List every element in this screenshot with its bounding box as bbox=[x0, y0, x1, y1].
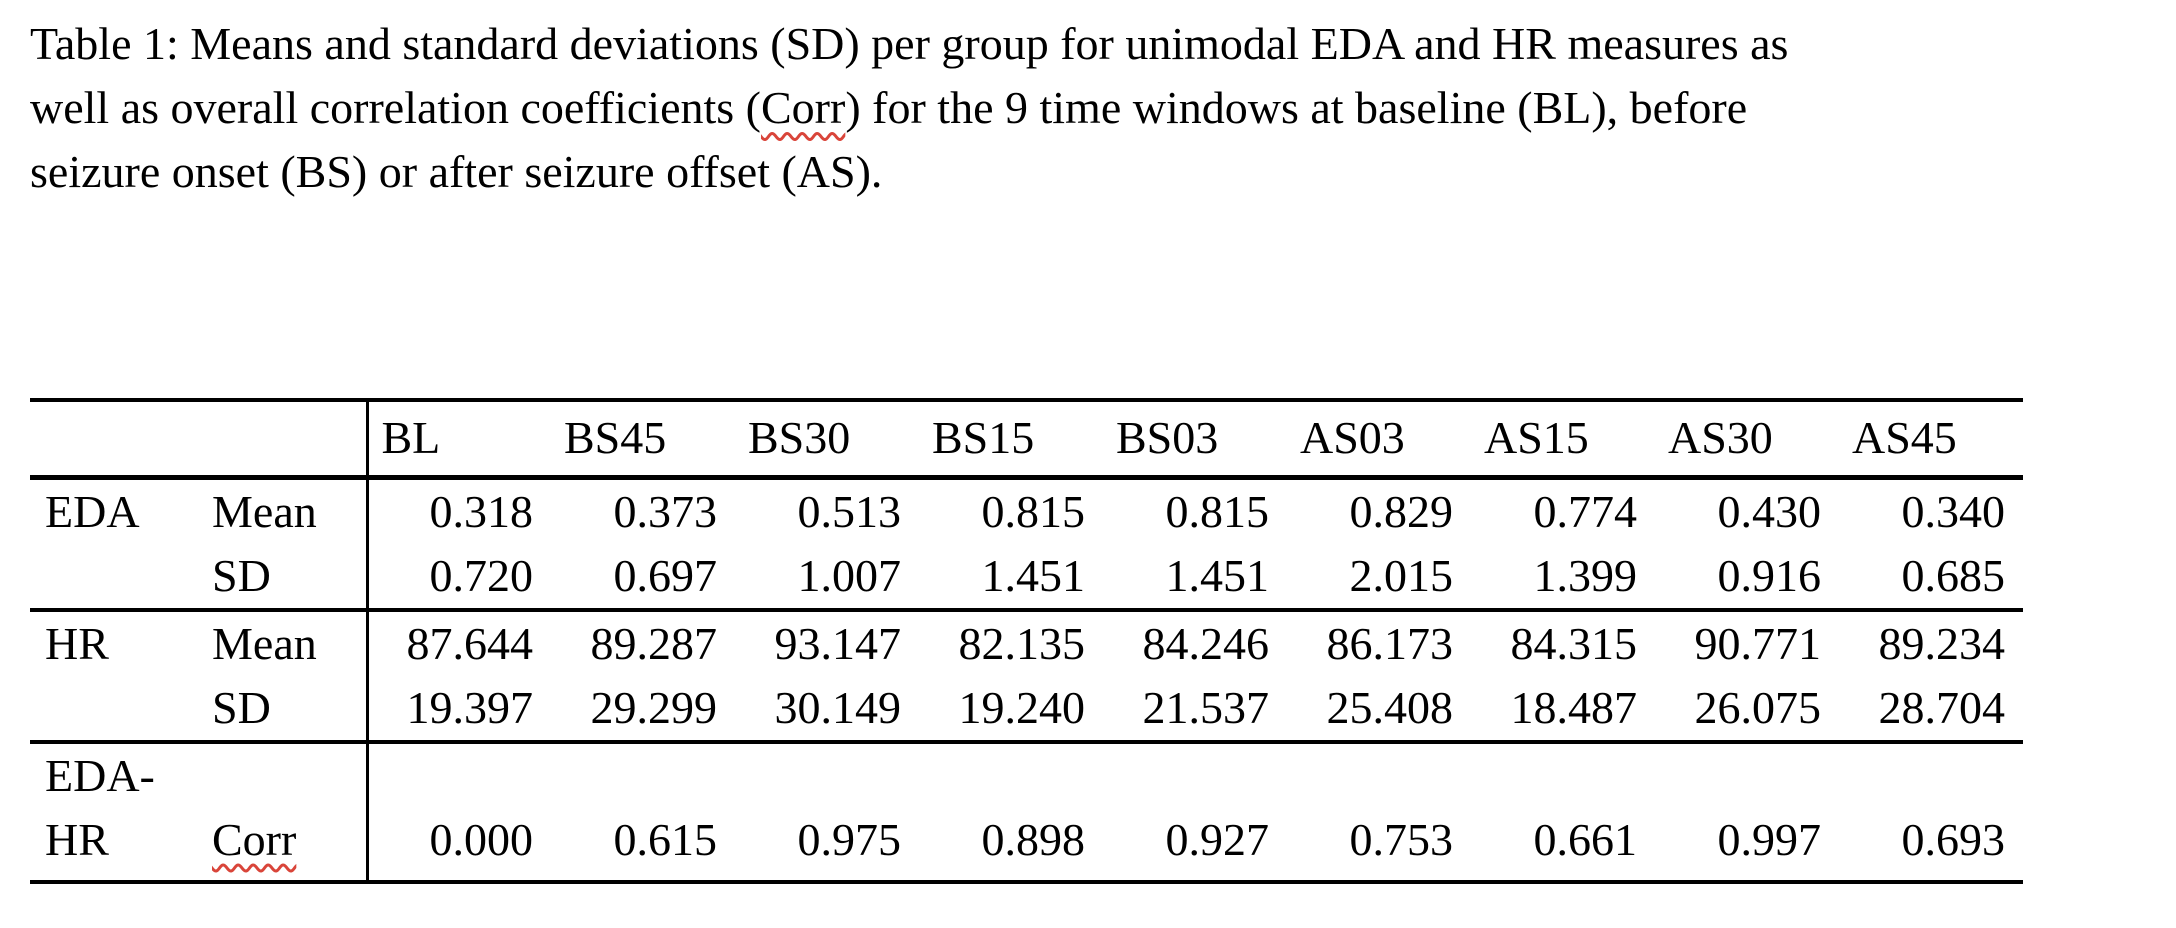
value-cell: 0.829 bbox=[1349, 485, 1454, 537]
column-header-bs15: BS15 bbox=[932, 412, 1035, 464]
column-header-as45: AS45 bbox=[1852, 412, 1957, 464]
value-cell: 86.173 bbox=[1326, 617, 1454, 669]
value-cell: 2.015 bbox=[1349, 549, 1454, 601]
table-row-eda-hr-corr: EDA-HR Corr 0.000 0.615 0.975 0.898 0.92… bbox=[30, 741, 2023, 882]
value-cell: 28.704 bbox=[1878, 681, 2006, 733]
value-cell: 1.451 bbox=[981, 549, 1086, 601]
column-header-as30: AS30 bbox=[1668, 412, 1773, 464]
value-cell: 0.997 bbox=[1717, 813, 1822, 865]
table-row-eda-sd: SD 0.720 0.697 1.007 1.451 1.451 2.015 1… bbox=[30, 543, 2023, 610]
value-cell: 0.318 bbox=[365, 477, 551, 544]
table-caption: Table 1: Means and standard deviations (… bbox=[30, 12, 2130, 204]
value-cell: 25.408 bbox=[1326, 681, 1454, 733]
column-header-as03: AS03 bbox=[1300, 412, 1405, 464]
value-cell: 90.771 bbox=[1694, 617, 1822, 669]
column-header-bs30: BS30 bbox=[748, 412, 851, 464]
value-cell: 21.537 bbox=[1142, 681, 1270, 733]
value-cell: 0.661 bbox=[1533, 813, 1638, 865]
value-cell: 0.898 bbox=[981, 813, 1086, 865]
header-empty-stat bbox=[200, 400, 367, 477]
column-header-bs03: BS03 bbox=[1116, 412, 1219, 464]
value-cell: 26.075 bbox=[1694, 681, 1822, 733]
stat-label-sd: SD bbox=[212, 549, 271, 601]
value-cell: 0.697 bbox=[613, 549, 718, 601]
value-cell: 19.397 bbox=[365, 675, 551, 742]
value-cell: 89.287 bbox=[590, 617, 718, 669]
value-cell: 30.149 bbox=[774, 681, 902, 733]
value-cell: 0.615 bbox=[613, 813, 718, 865]
value-cell: 1.451 bbox=[1165, 549, 1270, 601]
caption-line-1: Table 1: Means and standard deviations (… bbox=[30, 18, 1789, 69]
value-cell: 0.513 bbox=[797, 485, 902, 537]
column-header-bs45: BS45 bbox=[564, 412, 667, 464]
caption-line-2: well as overall correlation coefficients… bbox=[30, 76, 2130, 140]
group-label-empty bbox=[30, 544, 200, 610]
value-cell: 19.240 bbox=[958, 681, 1086, 733]
stat-label-corr-spellcheck: Corr bbox=[212, 813, 297, 865]
value-cell: 84.315 bbox=[1510, 617, 1638, 669]
value-cell: 1.399 bbox=[1533, 549, 1638, 601]
value-cell: 0.774 bbox=[1533, 485, 1638, 537]
value-cell: 0.753 bbox=[1349, 813, 1454, 865]
value-cell: 0.000 bbox=[365, 741, 551, 882]
value-cell: 82.135 bbox=[958, 617, 1086, 669]
value-cell: 0.815 bbox=[981, 485, 1086, 537]
value-cell: 0.916 bbox=[1717, 549, 1822, 601]
value-cell: 0.685 bbox=[1901, 549, 2006, 601]
column-header-bl: BL bbox=[365, 400, 551, 477]
value-cell: 29.299 bbox=[590, 681, 718, 733]
caption-corr-word-spellcheck: Corr bbox=[761, 82, 846, 133]
value-cell: 0.975 bbox=[797, 813, 902, 865]
table-header-row: BL BS45 BS30 BS15 BS03 AS03 AS15 AS30 AS… bbox=[30, 400, 2023, 477]
table-row-hr-sd: SD 19.397 29.299 30.149 19.240 21.537 25… bbox=[30, 675, 2023, 742]
table-row-eda-mean: EDA Mean 0.318 0.373 0.513 0.815 0.815 0… bbox=[30, 477, 2023, 544]
value-cell: 0.720 bbox=[365, 543, 551, 610]
value-cell: 0.430 bbox=[1717, 485, 1822, 537]
caption-line-3: seizure onset (BS) or after seizure offs… bbox=[30, 146, 883, 197]
stat-label-mean: Mean bbox=[212, 617, 317, 669]
header-empty-group bbox=[30, 400, 200, 477]
value-cell: 0.373 bbox=[613, 485, 718, 537]
caption-line-2-before: well as overall correlation coefficients… bbox=[30, 82, 761, 133]
group-label-eda-hr: EDA-HR bbox=[45, 749, 155, 865]
value-cell: 84.246 bbox=[1142, 617, 1270, 669]
group-label-hr: HR bbox=[45, 617, 109, 669]
value-cell: 1.007 bbox=[797, 549, 902, 601]
stat-label-mean: Mean bbox=[212, 485, 317, 537]
value-cell: 89.234 bbox=[1878, 617, 2006, 669]
column-header-as15: AS15 bbox=[1484, 412, 1589, 464]
value-cell: 0.693 bbox=[1901, 813, 2006, 865]
value-cell: 93.147 bbox=[774, 617, 902, 669]
value-cell: 0.927 bbox=[1165, 813, 1270, 865]
group-label-eda: EDA bbox=[45, 485, 140, 537]
table-row-hr-mean: HR Mean 87.644 89.287 93.147 82.135 84.2… bbox=[30, 609, 2023, 676]
value-cell: 0.815 bbox=[1165, 485, 1270, 537]
stat-label-sd: SD bbox=[212, 681, 271, 733]
measures-table: BL BS45 BS30 BS15 BS03 AS03 AS15 AS30 AS… bbox=[30, 398, 2023, 884]
value-cell: 87.644 bbox=[365, 609, 551, 676]
group-label-empty bbox=[30, 676, 200, 742]
value-cell: 18.487 bbox=[1510, 681, 1638, 733]
caption-line-2-after: ) for the 9 time windows at baseline (BL… bbox=[845, 82, 1748, 133]
value-cell: 0.340 bbox=[1901, 485, 2006, 537]
